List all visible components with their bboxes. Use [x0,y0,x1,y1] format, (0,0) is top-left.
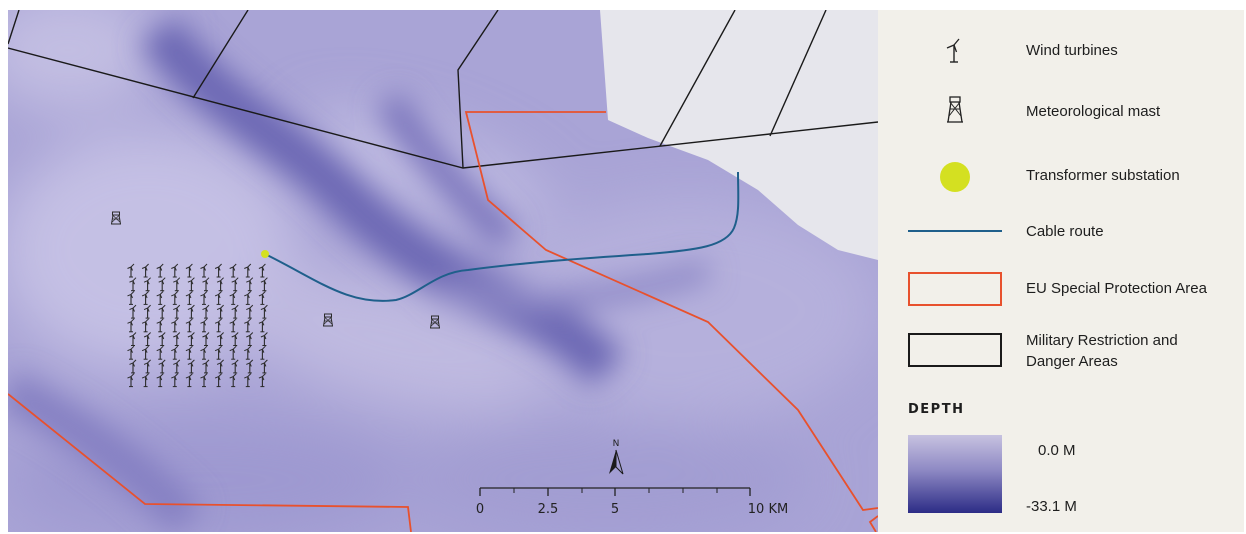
transformer-substation[interactable] [261,250,269,258]
map-area[interactable]: N 0 2.5 5 10 KM [8,10,878,532]
cable-route [264,171,740,302]
depth-min-label: -33.1 M [1026,498,1077,515]
scale-label-5: 5 [611,502,619,517]
scale-bar: 0 2.5 5 10 KM [476,487,788,517]
legend-label: Cable route [1026,223,1104,240]
legend-label: Meteorological mast [1026,103,1161,120]
met-mast-icon [947,96,963,123]
wind-turbine-icon [946,38,960,63]
depth-max-label: 0.0 M [1038,442,1076,459]
map-canvas: N 0 2.5 5 10 KM [8,10,878,532]
legend-label: EU Special Protection Area [1026,280,1207,297]
spa-box-icon [908,272,1002,306]
map-legend: Wind turbines Meteorological mast Transf… [878,10,1244,532]
military-areas [8,10,878,169]
substation-dot-icon [940,162,970,192]
special-protection-area [8,111,878,532]
scale-label-2-5: 2.5 [538,502,559,517]
depth-color-ramp [908,435,1002,513]
land [600,10,878,260]
legend-label: Transformer substation [1026,167,1180,184]
depth-title: DEPTH [908,402,965,417]
north-arrow: N [609,439,624,475]
cable-line-icon [908,230,1002,232]
legend-label: Wind turbines [1026,42,1118,59]
svg-text:N: N [613,439,620,449]
legend-label: Military Restriction and Danger Areas [1026,332,1178,370]
bathymetry [8,10,878,532]
scale-label-0: 0 [476,502,484,517]
military-box-icon [908,333,1002,367]
scale-label-10: 10 KM [748,502,788,517]
